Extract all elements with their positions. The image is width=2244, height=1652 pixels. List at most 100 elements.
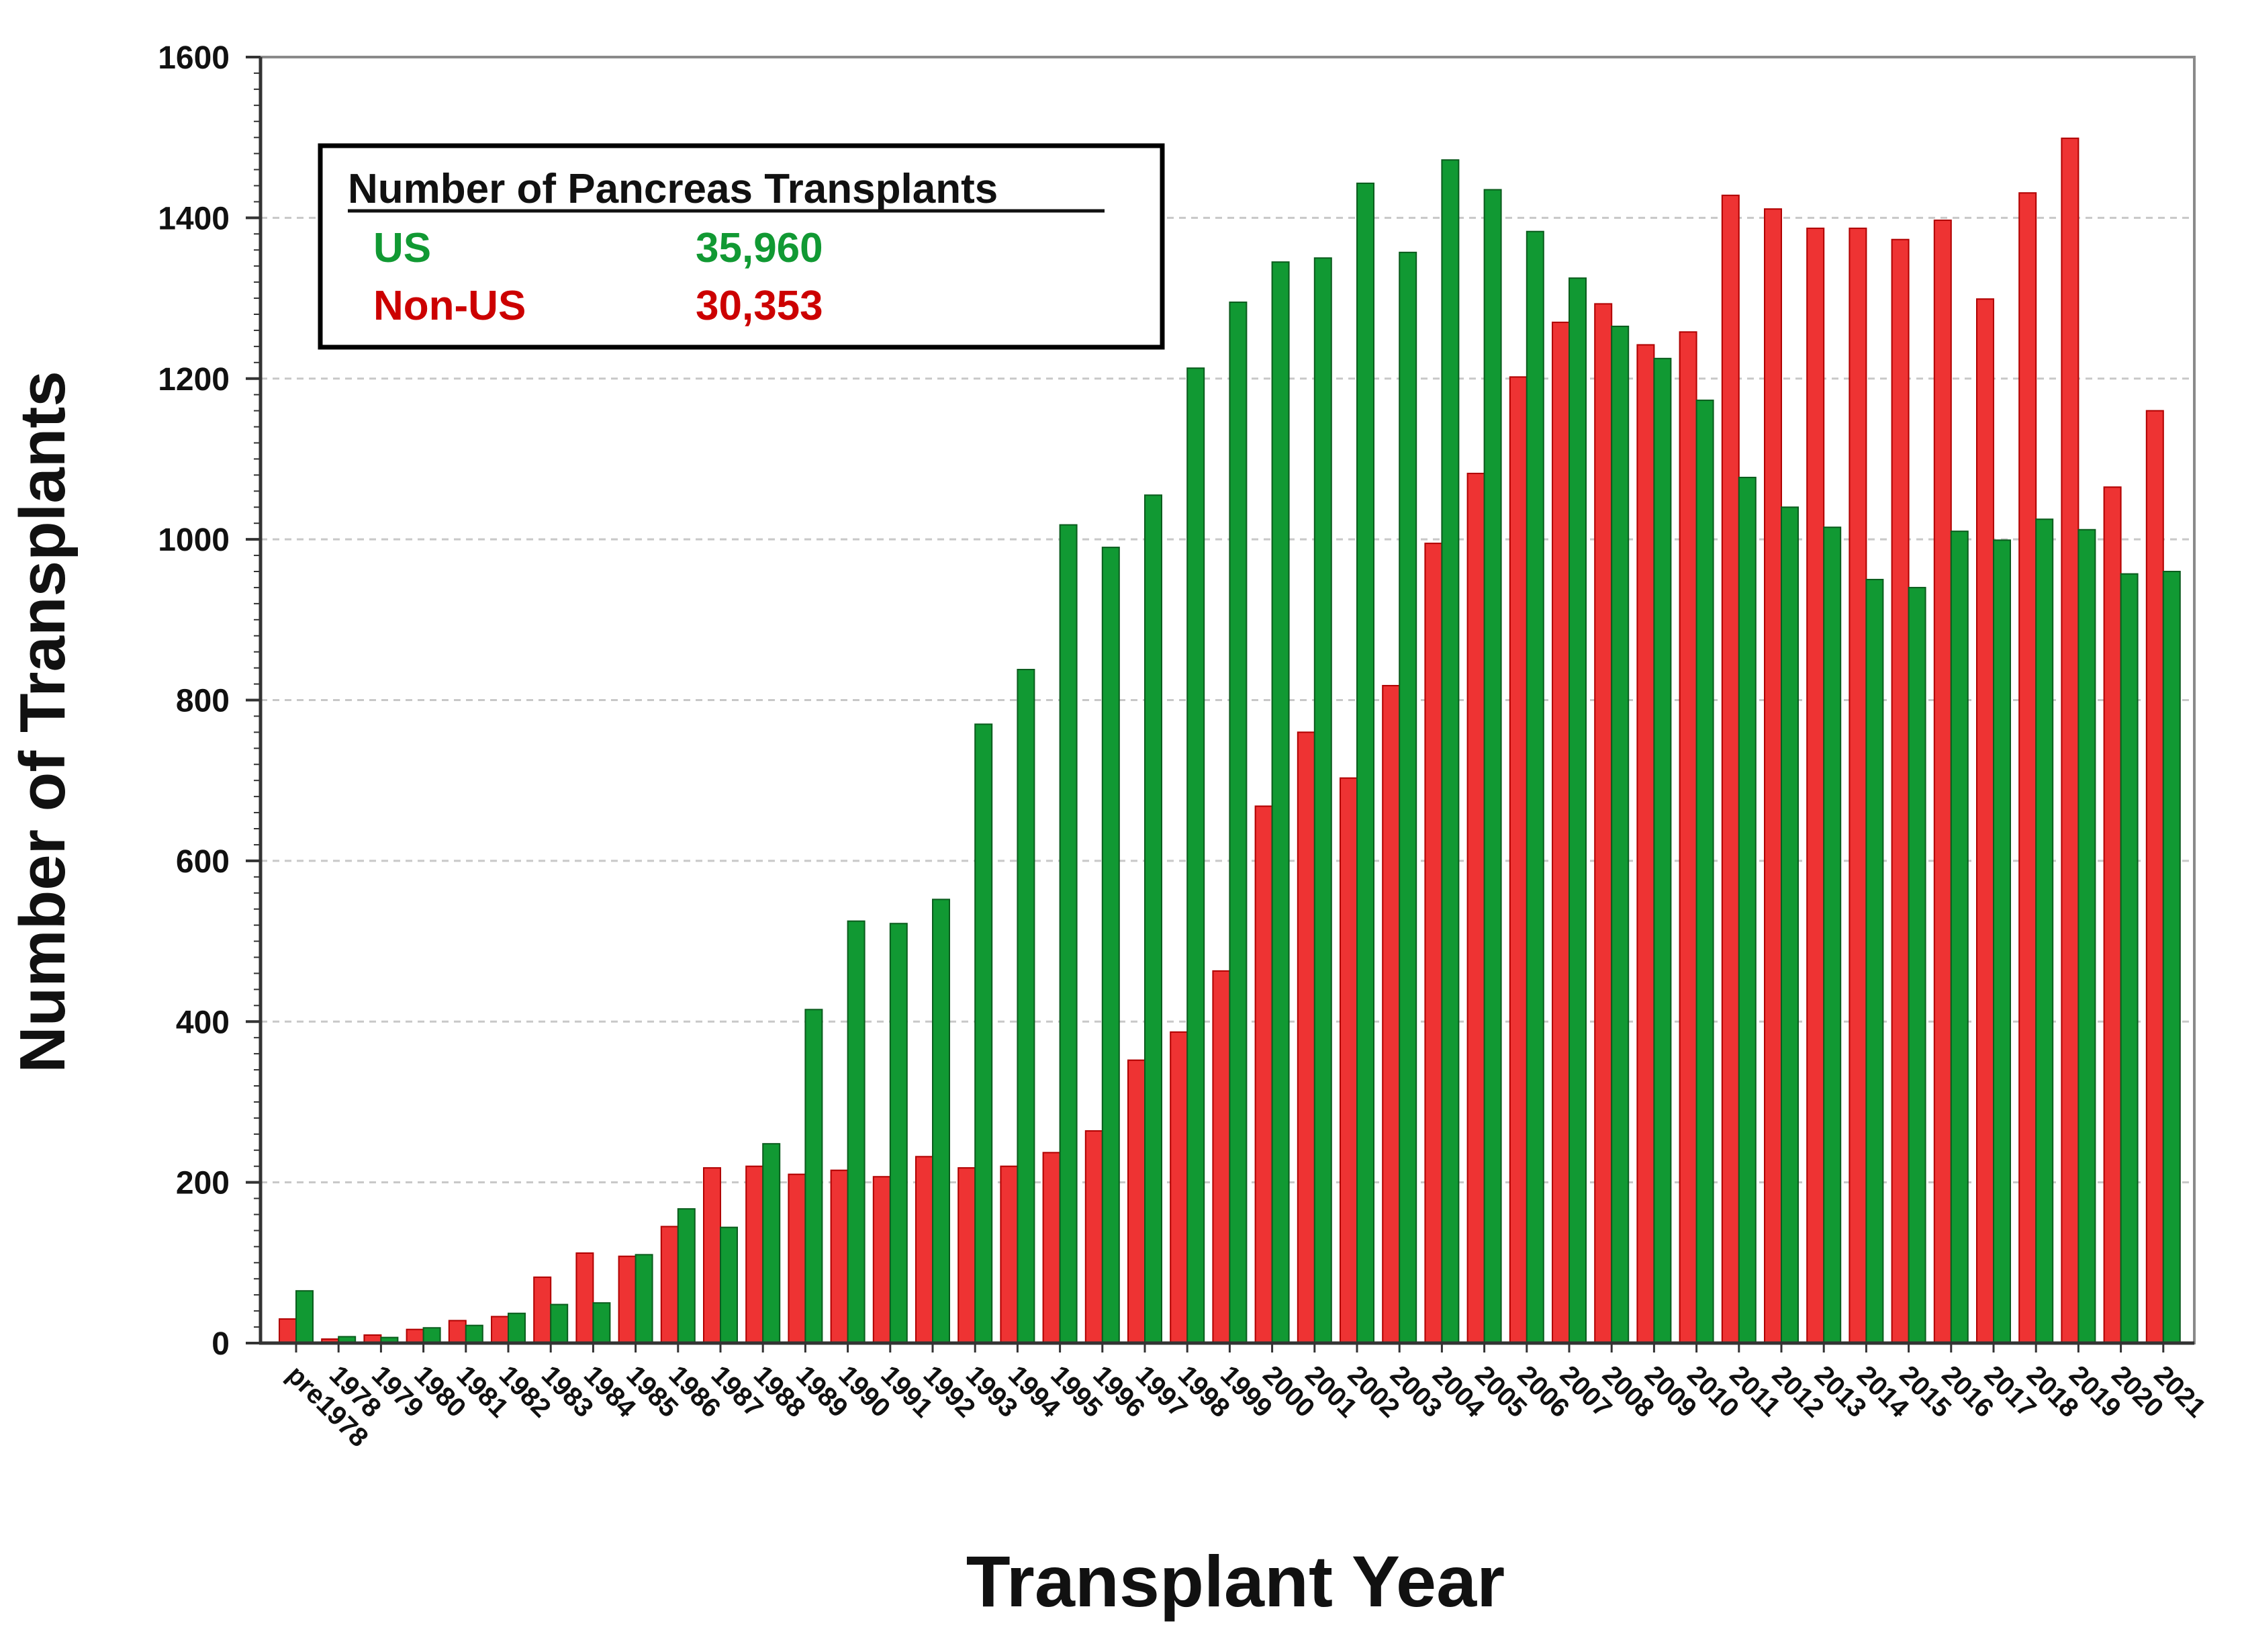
bar-nonus-1997 [1127, 1059, 1146, 1344]
bar-nonus-2014 [1849, 227, 1867, 1344]
bar-us-2012 [1781, 506, 1799, 1344]
bar-us-1980 [422, 1327, 441, 1344]
bar-us-2008 [1611, 325, 1630, 1344]
y-tick-label: 400 [176, 1005, 230, 1040]
bar-us-1987 [720, 1226, 738, 1344]
bar-nonus-1983 [533, 1276, 552, 1344]
bar-nonus-1984 [575, 1252, 594, 1344]
bar-nonus-1985 [618, 1255, 637, 1344]
bar-us-2021 [2162, 571, 2181, 1344]
bar-nonus-2013 [1806, 227, 1825, 1344]
bar-nonus-1999 [1212, 970, 1231, 1344]
bar-nonus-1982 [491, 1316, 509, 1344]
bar-nonus-2007 [1552, 321, 1570, 1344]
bar-nonus-1993 [957, 1167, 976, 1344]
bar-nonus-1981 [448, 1320, 467, 1344]
bar-nonus-1988 [745, 1165, 764, 1344]
legend-nonus-value: 30,353 [696, 283, 823, 329]
bar-us-1986 [677, 1208, 696, 1344]
bar-nonus-2011 [1721, 194, 1740, 1344]
bar-us-1999 [1229, 302, 1248, 1344]
bar-nonus-1991 [872, 1176, 891, 1344]
bar-us-2006 [1526, 230, 1544, 1344]
bar-us-1985 [635, 1254, 653, 1344]
bar-us-2020 [2120, 573, 2139, 1344]
bar-nonus-1995 [1042, 1152, 1061, 1344]
bar-us-1994 [1017, 669, 1035, 1344]
bar-us-2014 [1865, 578, 1884, 1344]
bars [279, 137, 2181, 1344]
bar-nonus-2008 [1594, 303, 1613, 1344]
bar-us-1996 [1101, 547, 1120, 1344]
bar-us-2001 [1313, 257, 1332, 1344]
bar-us-1998 [1186, 367, 1205, 1344]
bar-nonus-2003 [1382, 684, 1401, 1344]
bar-nonus-2019 [2061, 137, 2079, 1344]
bar-us-2000 [1271, 261, 1290, 1344]
bar-nonus-2015 [1891, 238, 1910, 1344]
legend-title: Number of Pancreas Transplants [348, 166, 998, 212]
bar-nonus-2005 [1466, 472, 1485, 1344]
bar-us-1997 [1144, 494, 1162, 1344]
bar-us-1988 [762, 1143, 781, 1344]
x-tick-labels: pre1978197819791980198119821983198419851… [281, 1360, 2212, 1453]
bar-nonus-2004 [1424, 543, 1443, 1344]
bar-us-1981 [465, 1324, 483, 1344]
bar-us-2011 [1738, 476, 1757, 1344]
bar-us-2002 [1356, 182, 1374, 1344]
bar-nonus-pre1978 [279, 1318, 297, 1344]
bar-nonus-1994 [1000, 1165, 1019, 1344]
bar-nonus-2002 [1340, 777, 1358, 1344]
legend-box: Number of Pancreas Transplants US 35,960… [318, 143, 1165, 350]
y-tick-label: 1600 [158, 40, 230, 76]
axes [246, 56, 2196, 1352]
y-tick-label: 0 [212, 1326, 230, 1362]
bar-nonus-2016 [1933, 219, 1952, 1344]
x-axis-title: Transplant Year [966, 1541, 1505, 1622]
bar-us-1984 [592, 1302, 611, 1344]
bar-nonus-1990 [830, 1169, 849, 1344]
bar-us-1993 [974, 723, 993, 1344]
bar-us-2019 [2077, 529, 2096, 1344]
bar-us-1982 [508, 1312, 526, 1344]
bar-us-2004 [1441, 159, 1460, 1344]
bar-nonus-1987 [703, 1167, 721, 1344]
bar-us-2009 [1653, 357, 1672, 1344]
bar-nonus-2001 [1297, 731, 1315, 1344]
bar-us-2003 [1399, 251, 1417, 1344]
bar-nonus-1998 [1170, 1031, 1188, 1344]
bar-us-1992 [932, 899, 950, 1344]
bar-nonus-2006 [1509, 376, 1528, 1344]
bar-nonus-1980 [406, 1328, 424, 1344]
y-axis-title: Number of Transplants [7, 371, 79, 1073]
bar-nonus-2010 [1679, 331, 1697, 1344]
bar-us-1990 [847, 920, 866, 1344]
bar-nonus-1992 [915, 1156, 933, 1344]
bar-us-1991 [889, 923, 908, 1344]
bar-nonus-2017 [1976, 298, 1994, 1344]
bar-us-1995 [1059, 524, 1078, 1344]
legend-us-label: US [373, 225, 431, 271]
bar-nonus-2018 [2018, 192, 2037, 1344]
legend-nonus-label: Non-US [373, 283, 526, 329]
bar-us-1989 [804, 1009, 823, 1344]
bar-nonus-2012 [1764, 208, 1782, 1344]
bar-nonus-2009 [1636, 344, 1655, 1344]
bar-nonus-2020 [2103, 486, 2122, 1344]
bar-us-2018 [2035, 518, 2054, 1344]
y-tick-label: 1400 [158, 201, 230, 236]
legend-us-value: 35,960 [696, 225, 823, 271]
bar-us-1983 [550, 1303, 569, 1344]
bar-nonus-1986 [660, 1226, 679, 1344]
y-tick-label: 200 [176, 1166, 230, 1201]
bar-nonus-1989 [788, 1173, 806, 1344]
bar-us-2016 [1950, 531, 1969, 1344]
y-tick-labels: 0 200 400 600 800 1000 1200 1400 1600 [158, 40, 230, 1362]
bar-nonus-1996 [1084, 1130, 1103, 1344]
y-tick-label: 1000 [158, 522, 230, 558]
bar-us-2013 [1823, 526, 1842, 1344]
bar-us-2007 [1569, 277, 1587, 1344]
bar-us-2017 [1993, 539, 2011, 1344]
bar-us-2005 [1483, 189, 1502, 1344]
